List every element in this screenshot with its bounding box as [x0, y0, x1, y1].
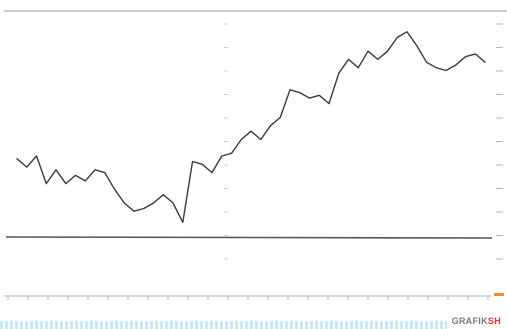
series-line-0 — [16, 31, 486, 224]
brand-accent: SH — [487, 316, 501, 326]
series-layer — [16, 31, 486, 224]
last-value-marker — [494, 293, 504, 296]
brand-name: GRAFIK — [451, 316, 488, 326]
chart-baseline — [5, 236, 493, 239]
brand-logo: GRAFIKSH — [452, 316, 501, 326]
grid-layer — [224, 23, 228, 260]
decorative-bottom-strip — [0, 321, 447, 329]
axes-layer — [4, 10, 507, 300]
